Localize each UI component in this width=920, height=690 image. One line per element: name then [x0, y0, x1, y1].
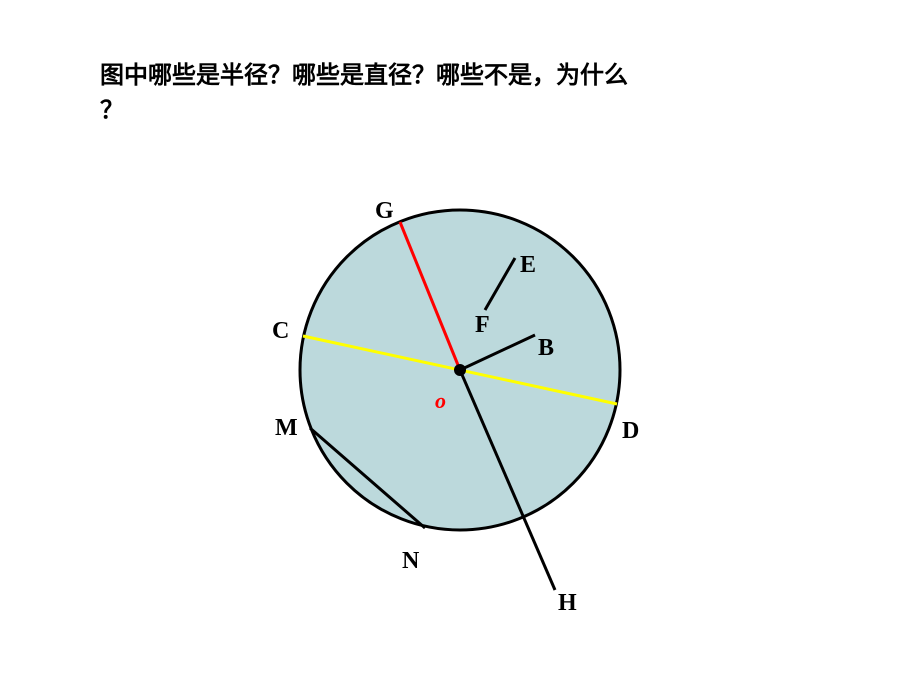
question-line2: ？	[100, 90, 628, 125]
label-C: C	[272, 318, 289, 345]
label-D: D	[622, 418, 639, 445]
label-G: G	[375, 198, 394, 225]
circle-diagram: G E F C B M D N Ho	[260, 170, 680, 635]
question-line1: 图中哪些是半径？哪些是直径？哪些不是，为什么	[100, 55, 628, 90]
label-M: M	[275, 415, 298, 442]
center-point	[454, 364, 466, 376]
label-N: N	[402, 548, 419, 575]
label-E: E	[520, 252, 536, 279]
label-H: H	[558, 590, 577, 617]
question-text: 图中哪些是半径？哪些是直径？哪些不是，为什么 ？	[100, 55, 628, 125]
center-label: o	[435, 388, 446, 414]
label-B: B	[538, 335, 554, 362]
geometry-svg	[260, 170, 680, 630]
label-F: F	[475, 312, 490, 339]
